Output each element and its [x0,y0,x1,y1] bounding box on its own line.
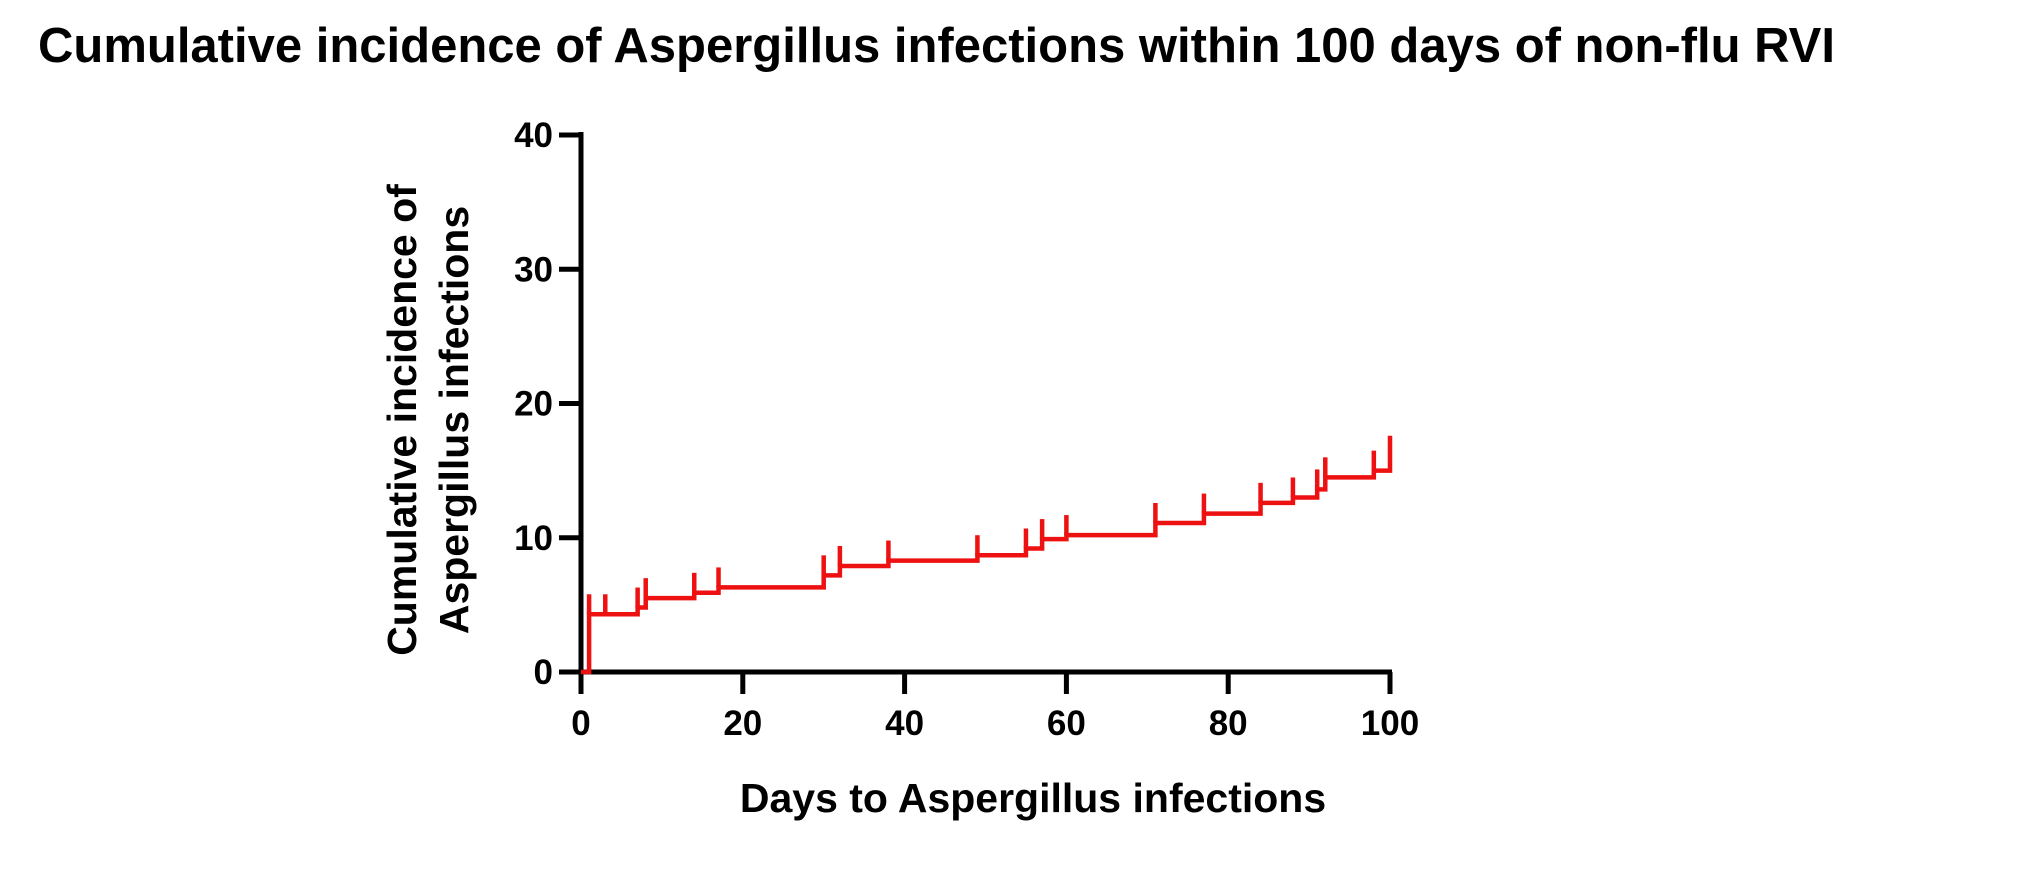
x-tick-label: 40 [885,704,924,743]
x-axis-title: Days to Aspergillus infections [740,775,1326,821]
y-axis-title-line-2: Aspergillus infections [431,206,477,634]
incidence-step-line [581,435,1393,675]
x-tick-label: 20 [723,704,762,743]
y-tick-label: 10 [514,519,553,558]
x-tick-label: 0 [571,704,590,743]
y-tick-label: 0 [534,653,553,692]
y-tick-label: 30 [514,250,553,289]
y-axis-title-line-1: Cumulative incidence of [379,184,425,656]
x-tick-label: 100 [1361,704,1419,743]
y-tick-label: 20 [514,385,553,424]
y-axis-title: Cumulative incidence of Aspergillus infe… [379,184,477,656]
y-tick-label: 40 [514,116,553,155]
axes: 0 10 20 30 40 0 20 40 60 80 100 [514,116,1419,743]
x-tick-label: 80 [1209,704,1248,743]
x-tick-label: 60 [1047,704,1086,743]
plot-area [581,435,1393,675]
chart-title: Cumulative incidence of Aspergillus infe… [38,19,1835,73]
